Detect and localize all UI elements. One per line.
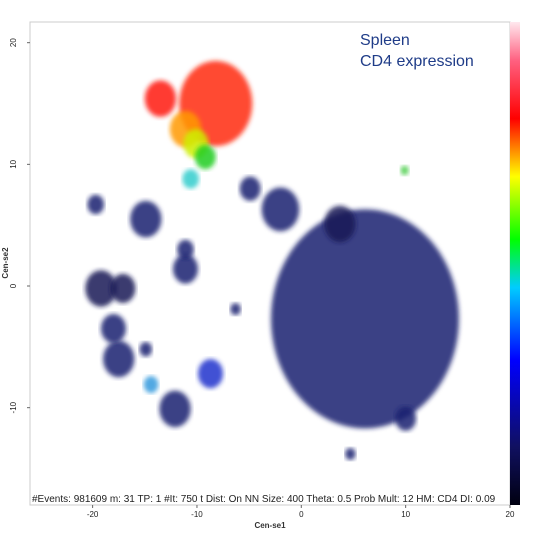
annotation: Spleen	[360, 32, 410, 49]
y-tick-label: 20	[9, 38, 18, 47]
point-cluster	[172, 254, 198, 284]
y-axis-label: Cen-se2	[1, 247, 10, 279]
y-tick-label: -10	[9, 401, 18, 413]
point-cluster	[239, 176, 261, 201]
x-axis-label: Cen-se1	[254, 521, 286, 530]
point-cluster	[194, 144, 216, 170]
point-cluster	[110, 273, 136, 304]
point-cluster	[100, 313, 127, 344]
point-cluster	[143, 376, 159, 394]
point-cluster	[103, 340, 135, 378]
x-tick-label: -10	[191, 510, 203, 519]
point-cluster	[198, 359, 224, 389]
footer: #Events: 981609 m: 31 TP: 1 #It: 750 t D…	[32, 494, 496, 505]
point-cluster	[345, 447, 356, 460]
point-cluster	[139, 341, 153, 357]
y-tick-label: 0	[9, 283, 18, 288]
point-cluster	[324, 205, 356, 243]
color-bar	[510, 22, 520, 505]
point-cluster	[182, 169, 200, 189]
point-cluster	[395, 406, 417, 431]
point-cluster	[159, 390, 191, 428]
point-cluster	[87, 194, 105, 215]
x-tick-label: 0	[299, 510, 304, 519]
x-tick-label: 20	[506, 510, 515, 519]
point-cluster	[230, 303, 241, 316]
point-cluster	[261, 187, 300, 232]
annotation: CD4 expression	[360, 53, 474, 70]
point-cluster	[177, 239, 194, 260]
point-cluster	[85, 270, 117, 307]
point-cluster	[130, 200, 162, 238]
x-tick-label: 10	[401, 510, 410, 519]
point-cluster	[271, 209, 459, 429]
y-tick-label: 10	[9, 159, 18, 168]
point-cluster	[400, 165, 409, 176]
x-tick-label: -20	[87, 510, 99, 519]
point-cluster	[144, 80, 177, 117]
